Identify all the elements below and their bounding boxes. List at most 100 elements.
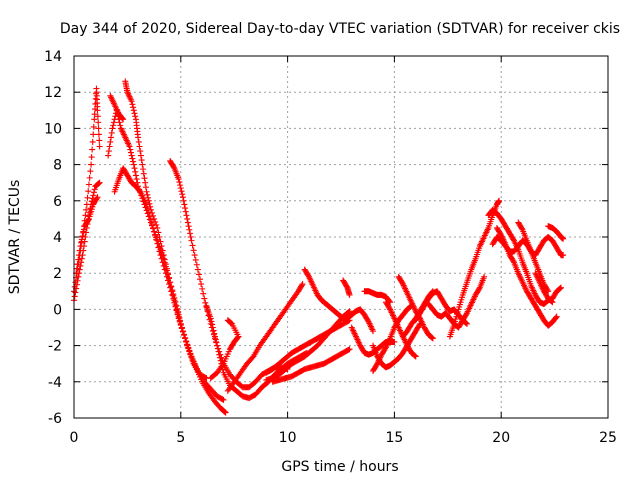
series-arc-13 [263, 308, 353, 383]
data-point [192, 256, 199, 263]
data-point [127, 149, 134, 156]
data-point [199, 285, 206, 292]
tick-labels: 0 5 10 15 20 25 -6 -4 -2 0 2 4 6 8 10 12 14 [44, 49, 617, 446]
data-point [76, 266, 83, 273]
data-point [553, 313, 560, 320]
x-tick-label: 15 [385, 430, 403, 446]
data-point [110, 122, 117, 129]
data-point [194, 266, 201, 273]
data-point [95, 180, 102, 187]
data-point [549, 299, 556, 306]
data-point [163, 273, 170, 280]
data-point [215, 348, 222, 355]
data-point [160, 262, 167, 269]
data-point [90, 131, 97, 138]
data-point [183, 338, 190, 345]
data-point [78, 255, 85, 262]
data-point [183, 212, 190, 219]
data-point [220, 396, 227, 403]
data-point [216, 354, 223, 361]
grid [74, 56, 608, 418]
data-point [365, 317, 372, 324]
data-point [544, 287, 551, 294]
series-arc-14 [269, 346, 353, 385]
data-point [151, 215, 158, 222]
data-point [117, 122, 124, 129]
data-point [116, 119, 123, 126]
y-tick-label: 4 [53, 230, 62, 246]
data-point [142, 184, 149, 191]
data-point [75, 256, 82, 263]
data-point [92, 95, 99, 102]
data-points [71, 78, 567, 416]
series-arc-18 [361, 288, 394, 306]
data-point [167, 284, 174, 291]
data-point [169, 291, 176, 298]
data-point [481, 273, 488, 280]
data-point [249, 354, 256, 361]
data-point [185, 223, 192, 230]
data-point [72, 289, 79, 296]
data-point [138, 157, 145, 164]
data-point [128, 98, 135, 105]
data-point [83, 206, 90, 213]
data-point [131, 110, 138, 117]
data-point [133, 176, 140, 183]
data-point [463, 320, 470, 327]
data-point [346, 308, 353, 315]
data-point [463, 311, 470, 318]
chart-title: Day 344 of 2020, Sidereal Day-to-day VTE… [60, 21, 620, 37]
data-point [553, 314, 560, 321]
y-tick-label: 2 [53, 266, 62, 282]
data-point [193, 261, 200, 268]
data-point [221, 408, 228, 415]
data-point [464, 320, 471, 327]
data-point [212, 336, 219, 343]
data-point [214, 345, 221, 352]
data-point [171, 299, 178, 306]
data-point [184, 219, 191, 226]
y-tick-label: 10 [44, 121, 62, 137]
series-arc-26 [446, 197, 503, 340]
data-point [88, 154, 95, 161]
data-point [412, 353, 419, 360]
data-point [162, 270, 169, 277]
data-point [189, 242, 196, 249]
data-point [548, 298, 555, 305]
data-point [130, 158, 137, 165]
data-point [78, 259, 85, 266]
data-point [90, 189, 97, 196]
data-point [71, 293, 78, 300]
x-tick-label: 10 [279, 430, 297, 446]
data-point [211, 330, 218, 337]
data-point [146, 200, 153, 207]
data-point [175, 176, 182, 183]
series-arc-25 [425, 273, 488, 331]
series-arc-7 [111, 165, 227, 403]
data-point [132, 113, 139, 120]
data-point [105, 152, 112, 159]
data-point [429, 334, 436, 341]
data-point [120, 116, 127, 123]
data-point [157, 238, 164, 245]
data-point [187, 350, 194, 357]
data-point [173, 307, 180, 314]
data-point [76, 247, 83, 254]
data-point [177, 185, 184, 192]
data-point [78, 239, 85, 246]
data-point [202, 299, 209, 306]
data-point [106, 143, 113, 150]
data-point [216, 351, 223, 358]
data-point [197, 276, 204, 283]
data-point [186, 347, 193, 354]
data-point [140, 170, 147, 177]
data-point [518, 225, 525, 232]
data-point [157, 252, 164, 259]
x-axis-label: GPS time / hours [281, 459, 398, 475]
x-tick-label: 0 [70, 430, 79, 446]
data-point [298, 282, 305, 289]
data-point [127, 146, 134, 153]
series-arc-32 [515, 219, 552, 295]
data-point [386, 305, 393, 312]
data-point [144, 191, 151, 198]
